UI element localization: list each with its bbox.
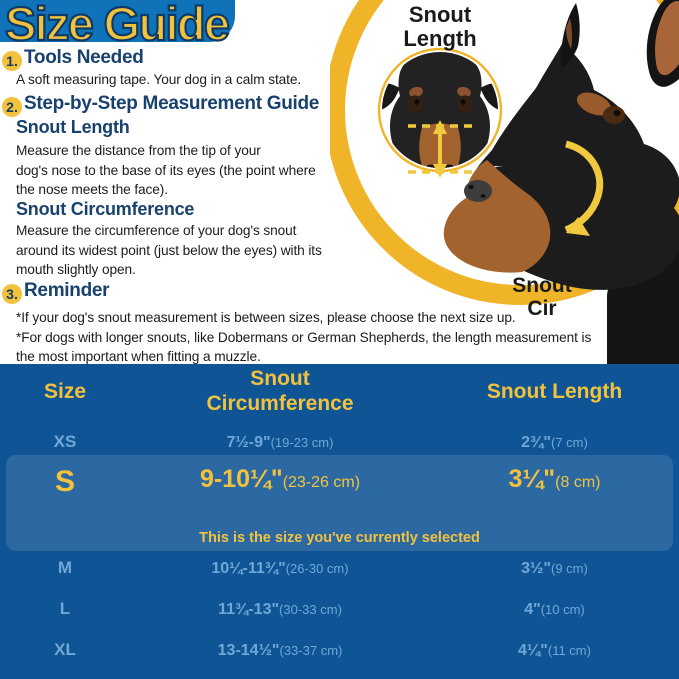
- svg-text:Length: Length: [403, 26, 476, 51]
- svg-text:Snout: Snout: [409, 2, 472, 27]
- svg-text:Snout: Snout: [512, 274, 571, 297]
- svg-text:Cir: Cir: [527, 297, 556, 320]
